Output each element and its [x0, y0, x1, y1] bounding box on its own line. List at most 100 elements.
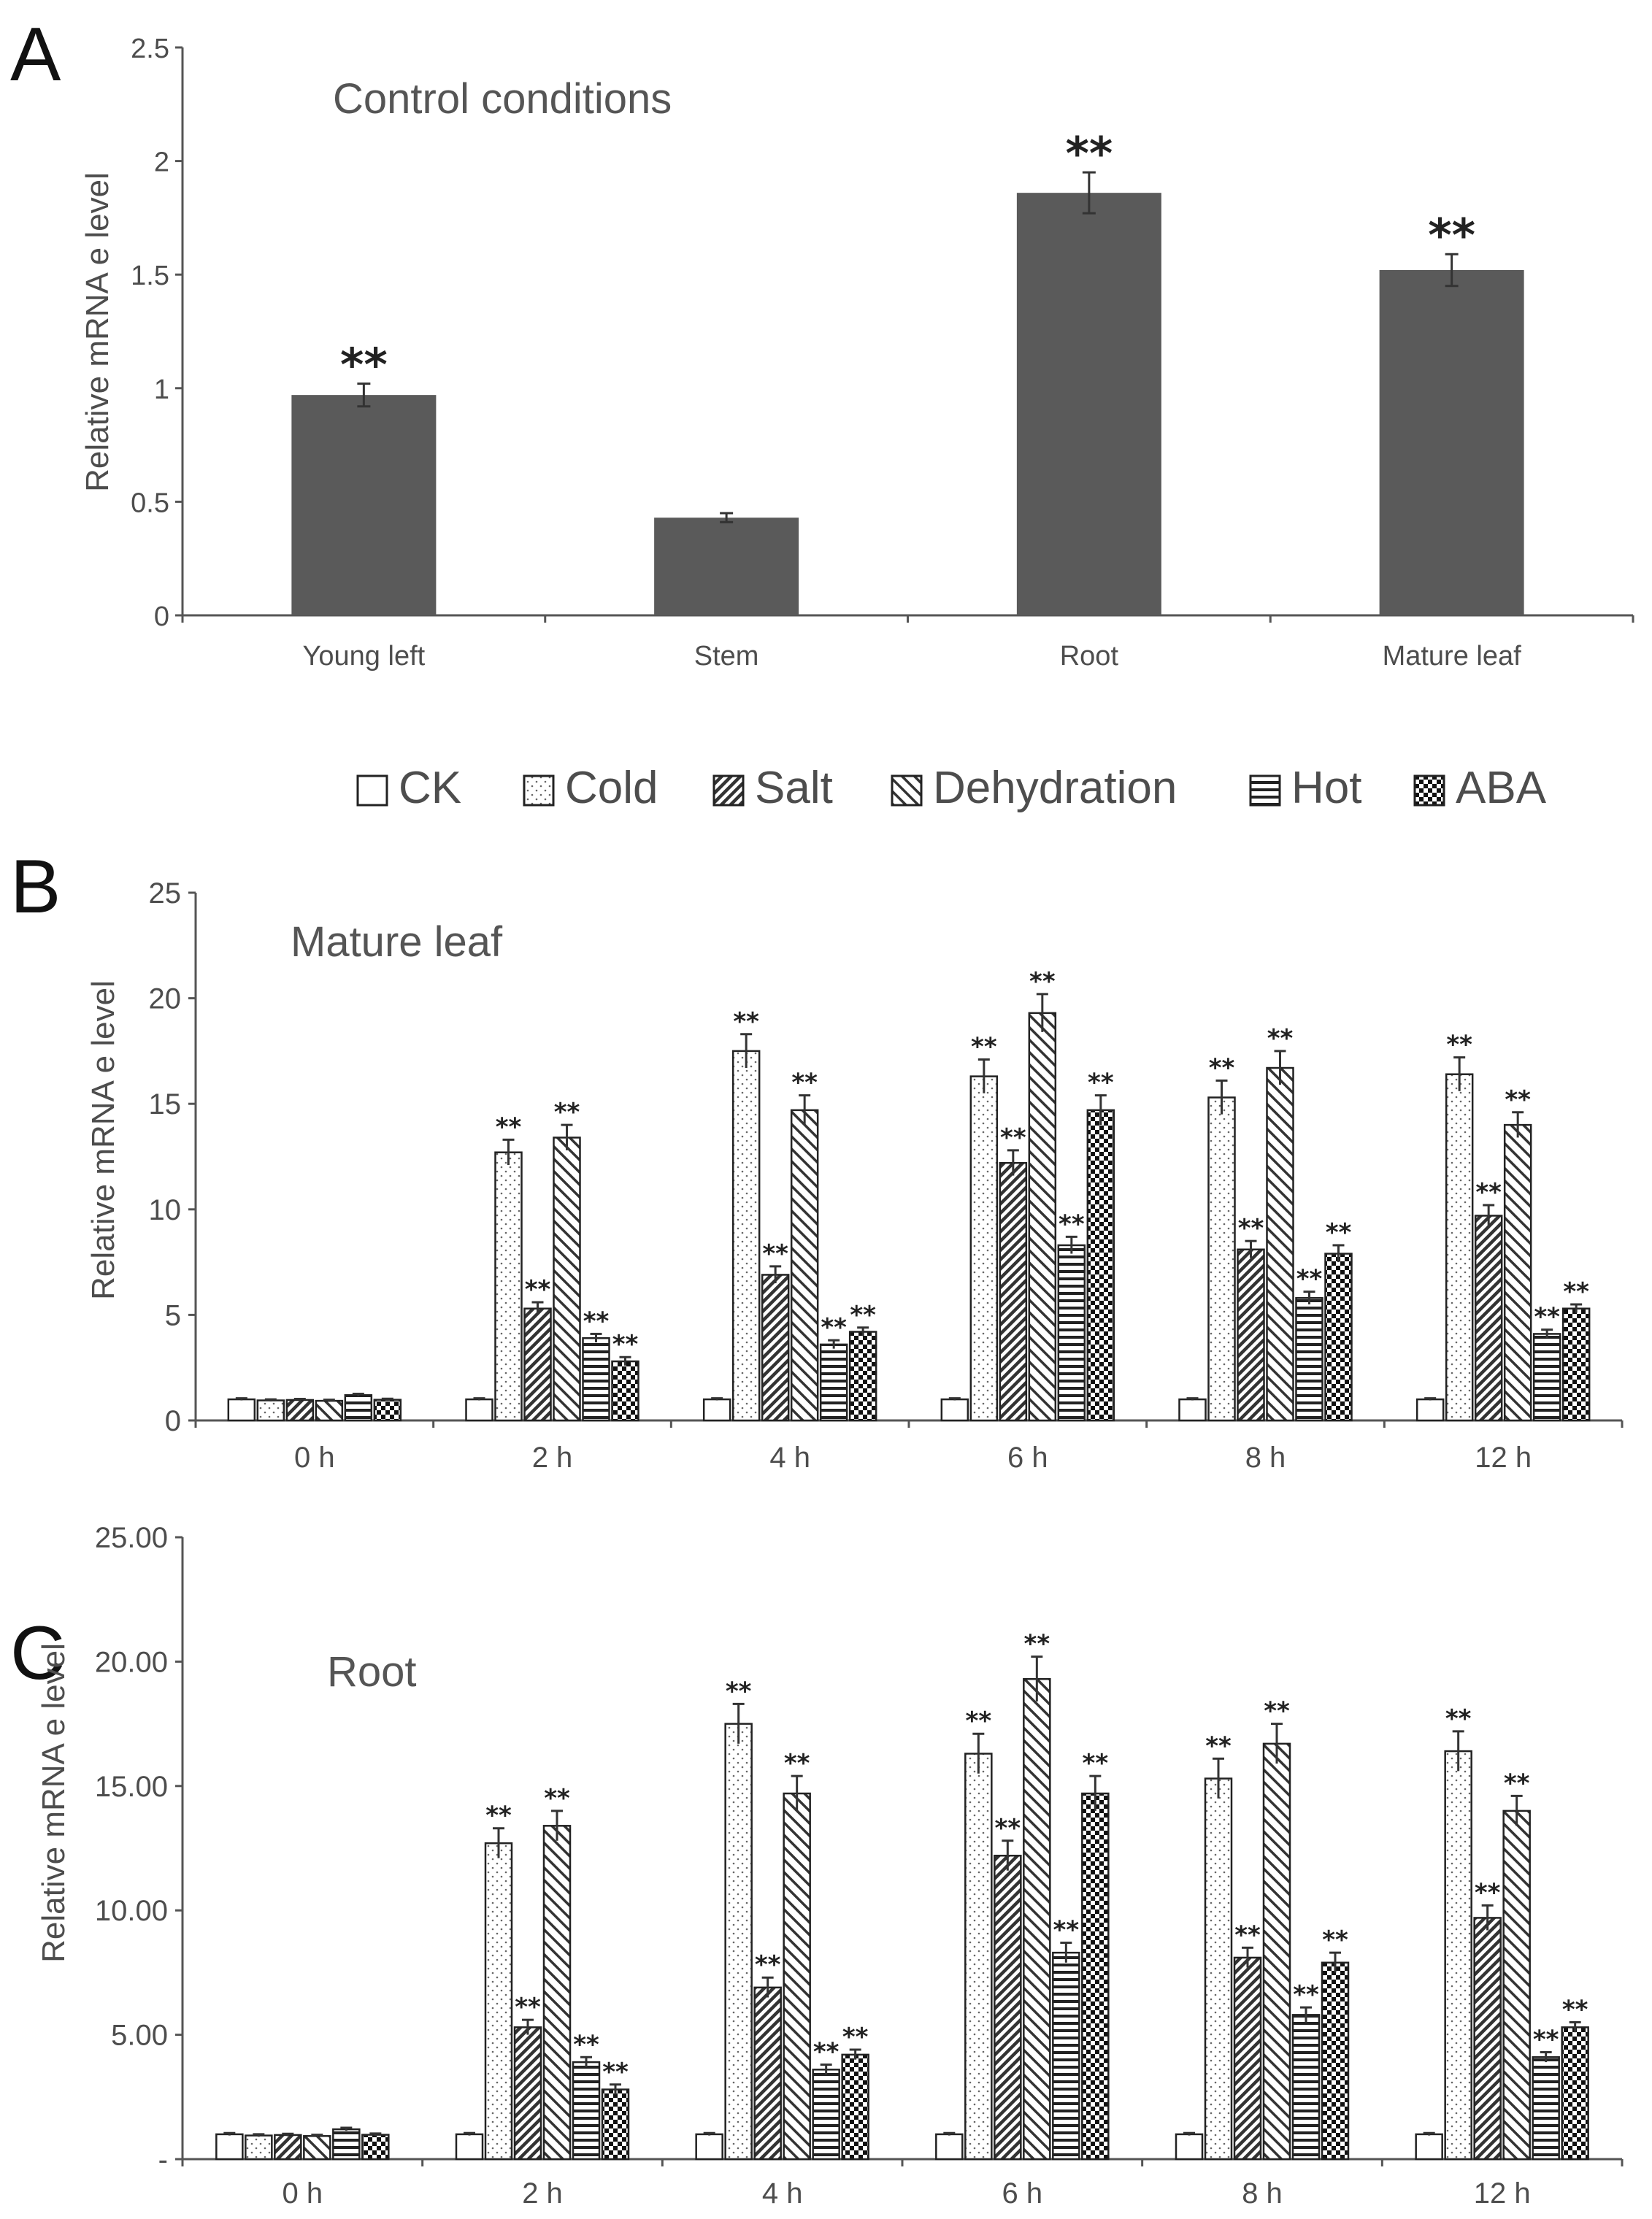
panel-b-bar-salt	[761, 1274, 790, 1422]
panel-a-y-tick-label: 0	[154, 601, 169, 632]
panel-b-significance: **	[791, 1069, 818, 1098]
legend-swatch-aba	[1413, 774, 1445, 807]
panel-c-bar-aba	[361, 2134, 390, 2161]
panel-c-significance: **	[1264, 1697, 1290, 1726]
panel-b-y-tick-label: 15	[149, 1088, 182, 1120]
panel-c-bar-dehyd	[1502, 1810, 1531, 2161]
panel-c-significance: **	[515, 1993, 541, 2022]
panel-c-bar-hot	[332, 2128, 361, 2161]
panel-c-bar-ck	[455, 2133, 484, 2161]
panel-b-chart: Mature leaf Relative mRNA e level 0 5 10 15…	[85, 877, 1624, 1474]
panel-c-x-tick-label: 2 h	[522, 2177, 563, 2210]
panel-c-bar-cold	[484, 1842, 513, 2161]
panel-b-bar-aba	[1561, 1307, 1591, 1422]
panel-c-significance: **	[544, 1784, 570, 1813]
panel-b-x-tick-label: 8 h	[1245, 1442, 1286, 1474]
panel-b-bar-aba	[1086, 1109, 1115, 1422]
panel-b-significance: **	[971, 1032, 997, 1061]
panel-b-significance: **	[554, 1098, 580, 1127]
panel-c-significance: **	[995, 1814, 1021, 1843]
panel-b-bar-hot	[582, 1337, 610, 1422]
panel-c-significance: **	[1475, 1878, 1501, 1907]
panel-b-x-tick-label: 0 h	[294, 1442, 335, 1474]
panel-c-significance: **	[1083, 1749, 1109, 1778]
panel-a-bar	[654, 518, 799, 615]
legend-swatch-cold	[523, 774, 555, 807]
panel-b-significance: **	[1296, 1265, 1323, 1294]
panel-b-bar-hot	[1057, 1244, 1086, 1422]
panel-b-bar-ck	[702, 1398, 731, 1422]
panel-a-y-tick-label: 2.5	[131, 34, 169, 64]
panel-b-bar-aba	[848, 1331, 877, 1422]
panel-c-bar-aba	[1561, 2026, 1589, 2161]
panel-b-significance: **	[1534, 1303, 1560, 1332]
panel-c-ylabel: Relative mRNA e level	[36, 1643, 72, 1963]
panel-c-y-tick-label: 15.00	[95, 1771, 168, 1803]
panel-b-ylabel: Relative mRNA e level	[85, 980, 121, 1300]
panel-b-significance: **	[850, 1301, 876, 1330]
panel-c-bar-dehyd	[1023, 1678, 1051, 2161]
legend-label-salt: Salt	[755, 763, 833, 813]
panel-c-y-tick-label: 10.00	[95, 1895, 168, 1927]
panel-c-bar-salt	[513, 2026, 542, 2161]
panel-b-significance: **	[1209, 1053, 1235, 1082]
panel-b-bar-ck	[227, 1398, 256, 1422]
panel-c-bar-cold	[1444, 1750, 1472, 2161]
panel-b-significance: **	[496, 1112, 522, 1142]
panel-b-bar-cold	[256, 1399, 285, 1422]
panel-b-significance: **	[733, 1007, 759, 1037]
panel-c-bar-cold	[245, 2134, 273, 2161]
panel-b-significance: **	[1446, 1031, 1472, 1060]
panel-b-y-tick-label: 0	[165, 1405, 181, 1437]
panel-b-bar-cold	[969, 1075, 999, 1422]
panel-a-significance: **	[1428, 209, 1475, 262]
panel-c-y-tick-label: -	[158, 2144, 168, 2176]
panel-a-chart: Control conditions Relative mRNA e level…	[80, 34, 1634, 672]
panel-c-bar-aba	[1321, 1961, 1350, 2161]
panel-c-significance: **	[1562, 1996, 1588, 2025]
panel-b-bar-aba	[1324, 1253, 1353, 1422]
panel-c-significance: **	[1024, 1630, 1050, 1659]
panel-a-significance: **	[340, 339, 388, 392]
panel-b-bar-ck	[940, 1398, 969, 1422]
panel-b-bar-ck	[1415, 1398, 1445, 1422]
panel-b-significance: **	[1563, 1277, 1589, 1307]
panel-c-significance: **	[1234, 1920, 1261, 1950]
panel-c-significance: **	[573, 2030, 599, 2059]
panel-c-chart: Root Relative mRNA e level - 5.00 10.00 15.…	[36, 1522, 1624, 2210]
panel-b-bar-cold	[494, 1151, 523, 1422]
panel-c-significance: **	[813, 2037, 840, 2066]
panel-a-x-tick-label: Mature leaf	[1383, 641, 1522, 672]
panel-b-significance: **	[1475, 1178, 1502, 1207]
panel-c-bar-ck	[215, 2133, 244, 2161]
panel-b-significance: **	[1326, 1218, 1352, 1247]
panel-c-bar-dehyd	[783, 1792, 811, 2161]
panel-c-significance: **	[842, 2023, 869, 2052]
panel-b-bar-hot	[819, 1343, 848, 1422]
panel-c-bar-hot	[812, 2069, 840, 2161]
legend-swatch-salt	[712, 774, 745, 807]
panel-c-significance: **	[1293, 1980, 1319, 2010]
panel-c-bar-dehyd	[542, 1825, 572, 2161]
panel-b-significance: **	[1029, 967, 1056, 996]
panel-c-y-tick-label: 5.00	[111, 2020, 168, 2052]
panel-b-significance: **	[1088, 1069, 1114, 1098]
panel-c-bar-salt	[994, 1854, 1022, 2161]
panel-c-significance: **	[1205, 1731, 1232, 1761]
panel-c-bar-cold	[724, 1723, 753, 2161]
panel-c-bar-hot	[572, 2061, 601, 2161]
panel-b-significance: **	[1505, 1085, 1531, 1115]
panel-b-bar-aba	[373, 1399, 402, 1422]
legend-label-aba: ABA	[1456, 763, 1547, 813]
panel-c-bar-salt	[1473, 1917, 1502, 2161]
panel-b-bar-cold	[731, 1050, 761, 1422]
legend: CK Cold Salt Dehydration Hot ABA	[356, 763, 1547, 813]
panel-a-title: Control conditions	[333, 75, 672, 123]
panel-b-significance: **	[1059, 1210, 1085, 1239]
panel-a-x-tick-label: Young left	[303, 641, 426, 672]
panel-c-bar-salt	[1233, 1956, 1262, 2161]
panel-b-bar-dehyd	[790, 1109, 819, 1422]
panel-c-bar-ck	[1415, 2133, 1443, 2161]
panel-a-bar	[1379, 269, 1524, 615]
